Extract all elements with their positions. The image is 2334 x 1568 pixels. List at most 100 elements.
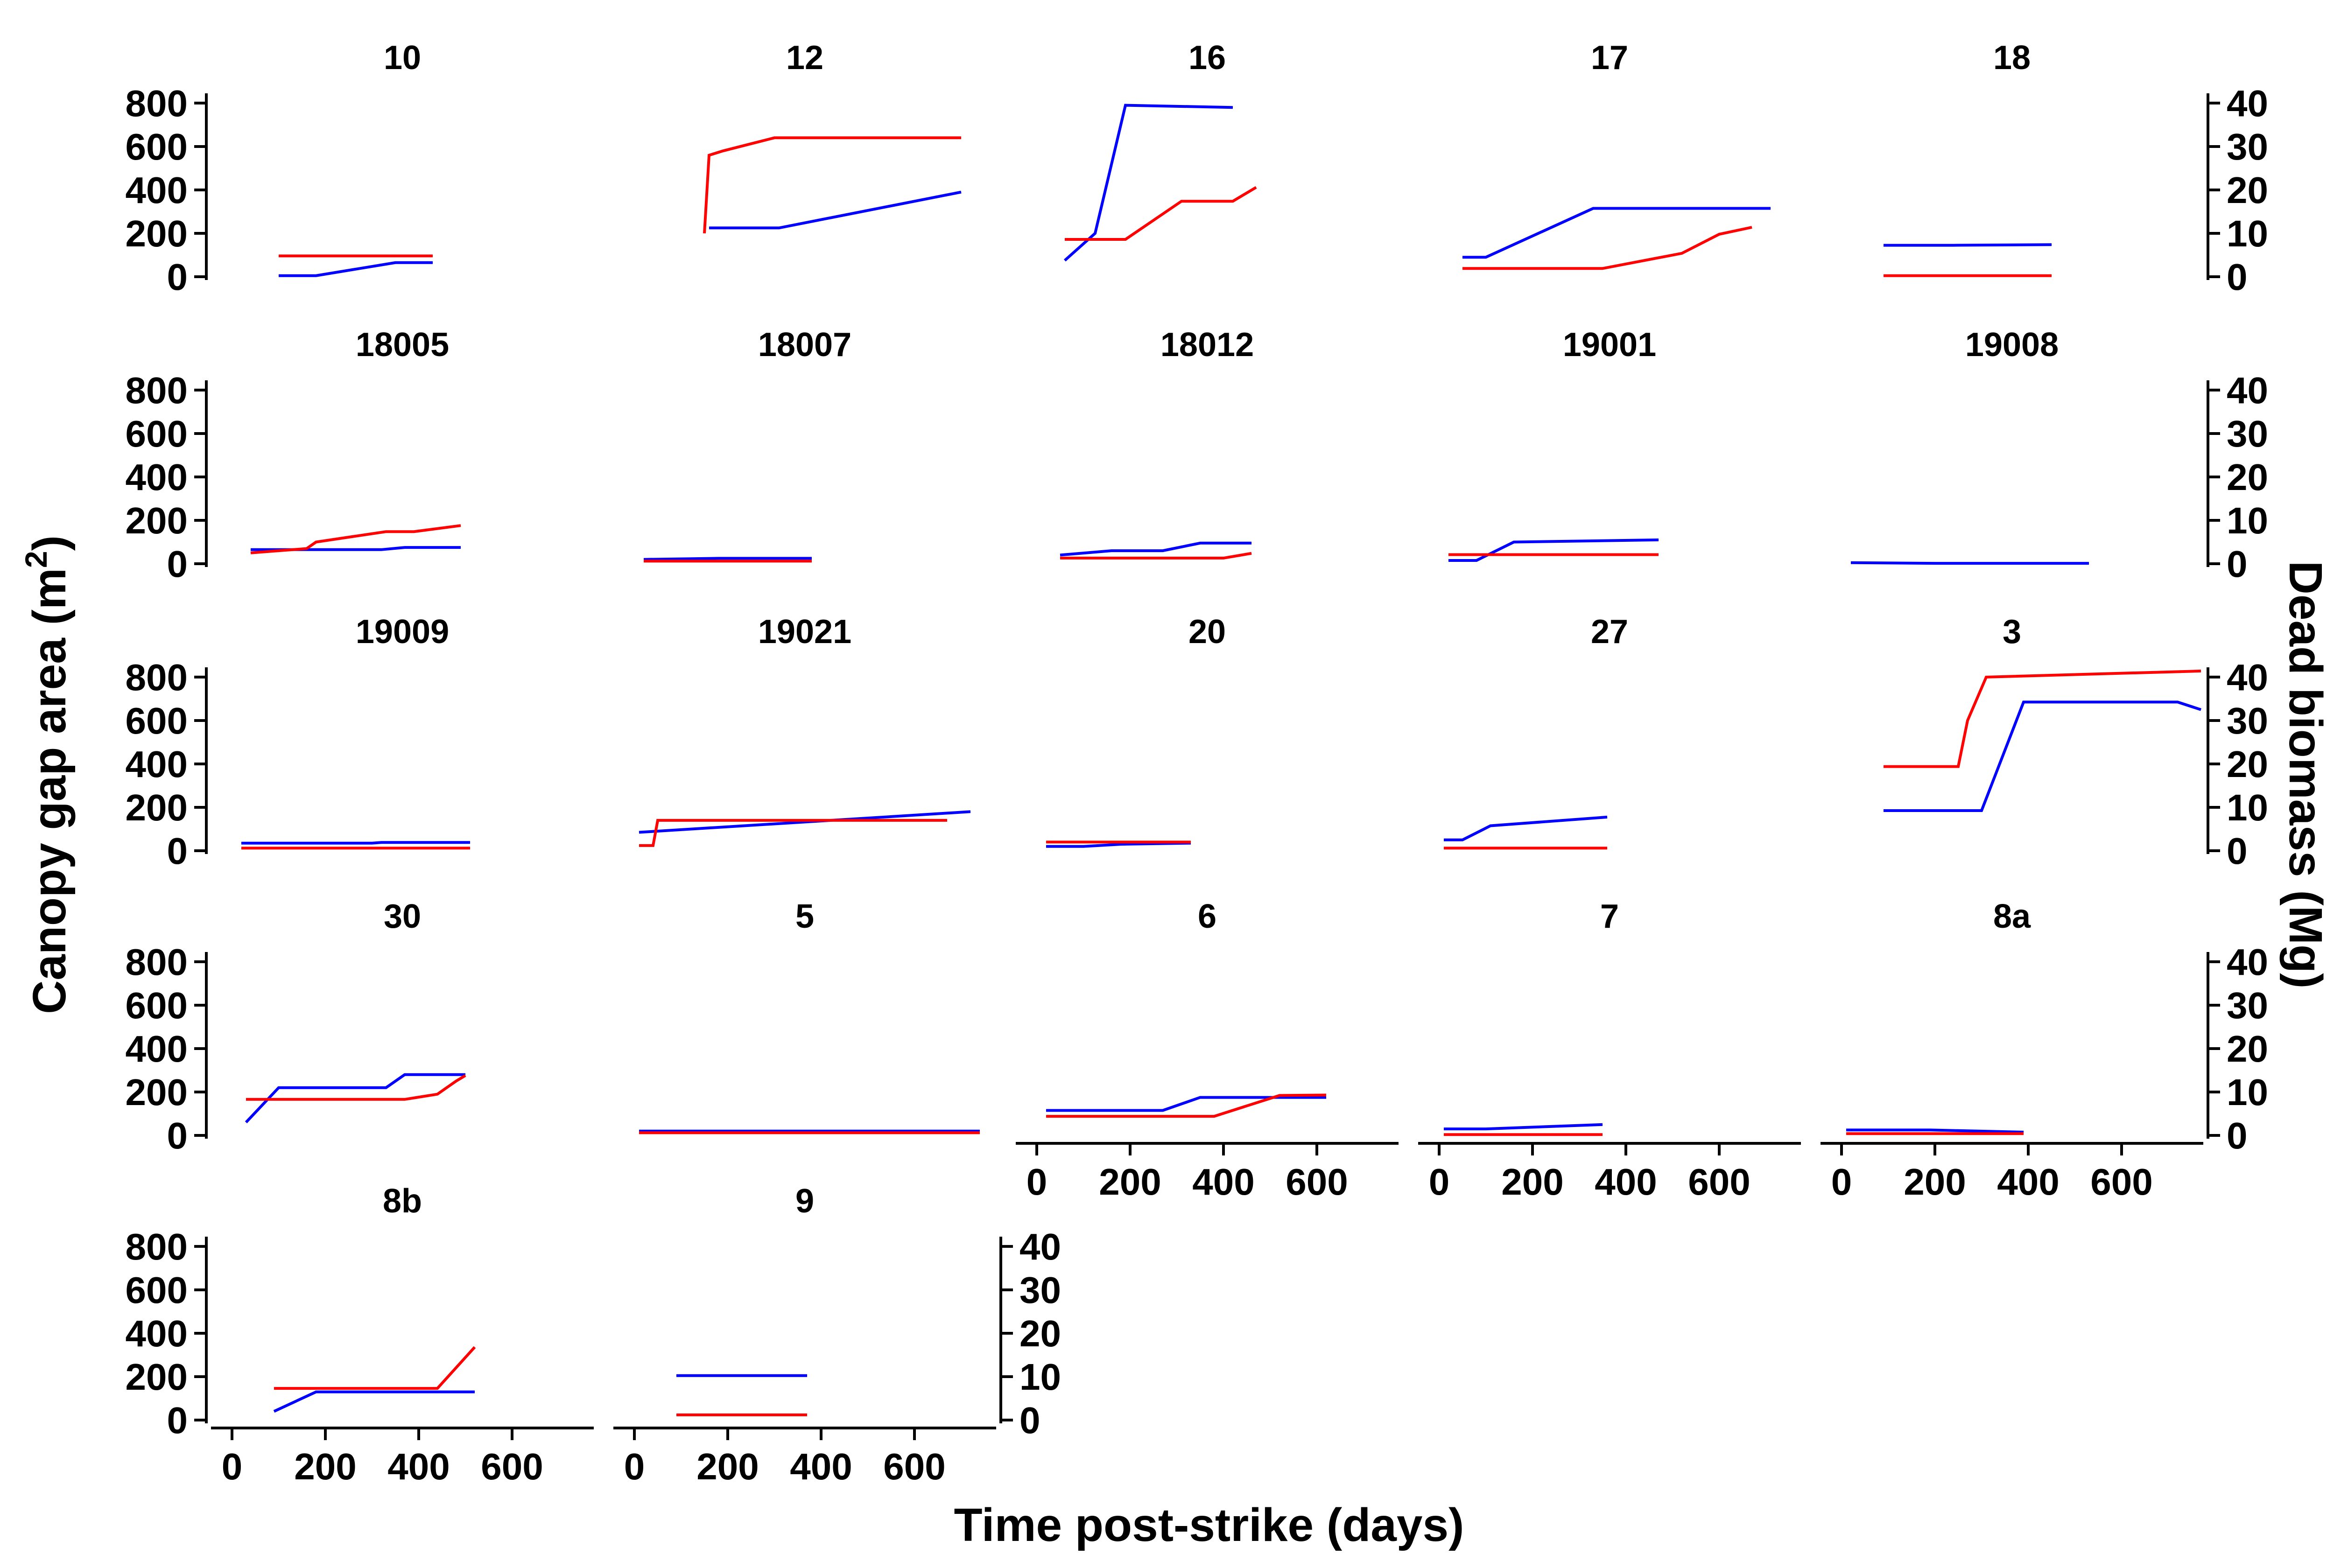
- y2-tick-label: 0: [1019, 1400, 1040, 1441]
- panel-20: 20: [1046, 613, 1226, 848]
- gap-area-line: [1846, 1128, 2024, 1134]
- y2-tick-label: 10: [1019, 1356, 1061, 1398]
- dead-biomass-line: [1065, 186, 1257, 241]
- y-tick-label: 800: [126, 370, 188, 411]
- y-tick-label: 0: [167, 543, 188, 585]
- panel-7: 7: [1444, 898, 1619, 1136]
- x-tick-label: 600: [883, 1446, 945, 1487]
- panel-19001: 19001: [1448, 326, 1659, 562]
- y-tick-label: 0: [167, 830, 188, 872]
- chart-axes: 0200400600800020040060080002004006008000…: [126, 83, 2268, 1487]
- y-axis-label-sup: 2: [19, 551, 53, 568]
- x-tick-label: 600: [481, 1446, 543, 1487]
- y-tick-label: 800: [126, 1226, 188, 1267]
- panel-19009: 19009: [241, 613, 470, 850]
- panel-title: 8a: [1993, 898, 2031, 935]
- y2-tick-label: 20: [2227, 169, 2268, 211]
- y2-tick-label: 20: [2227, 456, 2268, 498]
- panel-title: 19001: [1563, 326, 1656, 364]
- y-axis-label: Canopy gap area (m2): [19, 535, 76, 1014]
- gap-area-line: [1444, 1123, 1603, 1131]
- y2-tick-label: 0: [2227, 1115, 2248, 1156]
- panel-6: 6: [1046, 898, 1327, 1118]
- dead-biomass-line: [1462, 226, 1752, 270]
- x-tick-label: 0: [1026, 1161, 1047, 1203]
- x-tick-label: 200: [294, 1446, 356, 1487]
- panel-title: 27: [1591, 613, 1628, 651]
- panel-title: 19009: [356, 613, 449, 651]
- y-tick-label: 200: [126, 500, 188, 541]
- gap-area-line: [1448, 538, 1659, 562]
- y2-tick-label: 10: [2227, 1071, 2268, 1113]
- y-tick-label: 600: [126, 413, 188, 455]
- panel-9: 9: [676, 1183, 814, 1416]
- y-tick-label: 400: [126, 743, 188, 785]
- panel-title: 19021: [758, 613, 851, 651]
- y-tick-label: 400: [126, 169, 188, 211]
- gap-area-line: [639, 810, 971, 834]
- bottom-x-axis: 0 200 400 600: [613, 1427, 996, 1487]
- panel-8a: 8a: [1846, 898, 2031, 1135]
- x-tick-label: 400: [790, 1446, 852, 1487]
- x-tick-label: 200: [696, 1446, 759, 1487]
- y-tick-label: 800: [126, 657, 188, 698]
- y-tick-label: 600: [126, 126, 188, 168]
- x-tick-label: 400: [1997, 1161, 2059, 1203]
- panel-title: 12: [786, 39, 823, 77]
- bottom-x-axis: 0 200 400 600: [1821, 1142, 2203, 1203]
- panel-title: 18005: [356, 326, 449, 364]
- dead-biomass-line: [250, 524, 461, 554]
- y-tick-label: 600: [126, 985, 188, 1026]
- panel-19008: 19008: [1850, 326, 2089, 565]
- y-tick-label: 200: [126, 1356, 188, 1398]
- panel-title: 19008: [1965, 326, 2059, 364]
- panel-title: 9: [795, 1183, 814, 1220]
- panel-5: 5: [639, 898, 980, 1134]
- gap-area-line: [273, 1390, 475, 1413]
- panel-30: 30: [245, 898, 466, 1124]
- panel-19021: 19021: [639, 613, 971, 847]
- panel-title: 16: [1188, 39, 1226, 77]
- dead-biomass-line: [1046, 1093, 1327, 1118]
- panel-title: 17: [1591, 39, 1628, 77]
- y-tick-label: 0: [167, 256, 188, 298]
- x-tick-label: 0: [624, 1446, 645, 1487]
- y2-tick-label: 30: [1019, 1269, 1061, 1311]
- gap-area-line: [279, 261, 433, 277]
- gap-area-line: [709, 190, 962, 230]
- panel-18012: 18012: [1060, 326, 1254, 560]
- x-tick-label: 400: [387, 1446, 450, 1487]
- x-tick-label: 0: [222, 1446, 243, 1487]
- x-tick-label: 600: [2090, 1161, 2152, 1203]
- dead-biomass-line: [246, 1074, 466, 1101]
- panel-title: 18: [1993, 39, 2031, 77]
- gap-area-line: [241, 841, 470, 845]
- y2-tick-label: 30: [2227, 413, 2268, 455]
- gap-area-line: [1462, 207, 1771, 259]
- y-tick-label: 600: [126, 700, 188, 742]
- y2-tick-label: 40: [2227, 657, 2268, 698]
- y-tick-label: 200: [126, 787, 188, 828]
- y2-tick-label: 30: [2227, 700, 2268, 742]
- panel-27: 27: [1444, 613, 1628, 850]
- x-tick-label: 0: [1429, 1161, 1450, 1203]
- y2-tick-label: 10: [2227, 787, 2268, 828]
- panel-title: 6: [1198, 898, 1216, 935]
- bottom-x-axis: 0 200 400 600: [1418, 1142, 1801, 1203]
- y-tick-label: 800: [126, 941, 188, 983]
- y2-tick-label: 20: [2227, 1028, 2268, 1070]
- y2-tick-label: 40: [2227, 370, 2268, 411]
- x-axis-label: Time post-strike (days): [954, 1499, 1464, 1551]
- x-tick-label: 200: [1501, 1161, 1563, 1203]
- y-tick-label: 400: [126, 1028, 188, 1070]
- y-tick-label: 400: [126, 1313, 188, 1354]
- panel-title: 8b: [383, 1183, 422, 1220]
